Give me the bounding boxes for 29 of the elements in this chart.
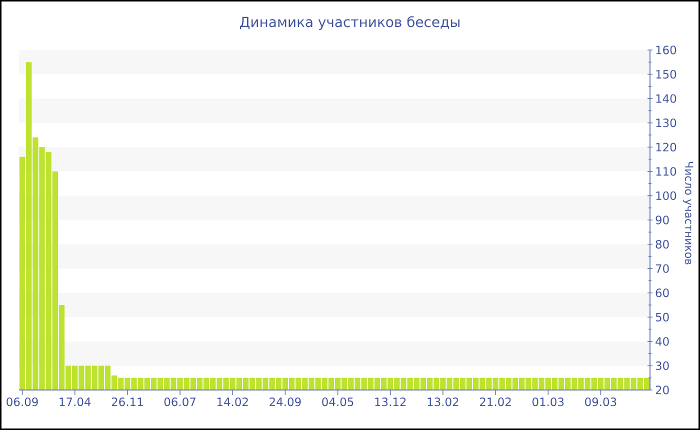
x-tick-label: 06.07	[164, 398, 196, 406]
y-tick-label: 20	[656, 386, 669, 394]
x-tick-label: 26.11	[112, 398, 143, 406]
y-tick-label: 80	[656, 240, 669, 249]
y-tick-label: 30	[656, 361, 669, 370]
chart-title: Динамика участников беседы	[240, 16, 460, 30]
y-tick-label: 50	[656, 312, 669, 322]
y-tick-label: 160	[656, 46, 676, 54]
x-tick-label: 01.03	[532, 398, 564, 406]
x-tick-label: 21.02	[480, 398, 511, 406]
y-tick-label: 110	[656, 167, 676, 176]
y-tick-label: 150	[656, 70, 676, 79]
x-tick-label: 14.02	[217, 398, 248, 406]
x-tick-label: 13.02	[428, 398, 458, 406]
y-tick-label: 130	[656, 118, 676, 128]
x-tick-label: 24.09	[270, 398, 301, 406]
y-tick-label: 40	[656, 337, 669, 346]
x-tick-label: 13.12	[375, 398, 406, 406]
y-tick-label: 140	[656, 94, 676, 103]
x-tick-label: 04.05	[322, 398, 354, 406]
y-axis-title: Число участников	[682, 162, 694, 264]
y-tick-label: 60	[656, 288, 669, 298]
y-tick-label: 120	[656, 142, 676, 152]
x-tick-label: 06.09	[6, 398, 38, 406]
y-tick-label: 90	[656, 216, 669, 224]
y-tick-label: 100	[656, 191, 676, 200]
x-tick-label: 09.03	[585, 398, 616, 406]
y-tick-label: 70	[656, 264, 669, 273]
x-tick-label: 17.04	[60, 398, 91, 406]
